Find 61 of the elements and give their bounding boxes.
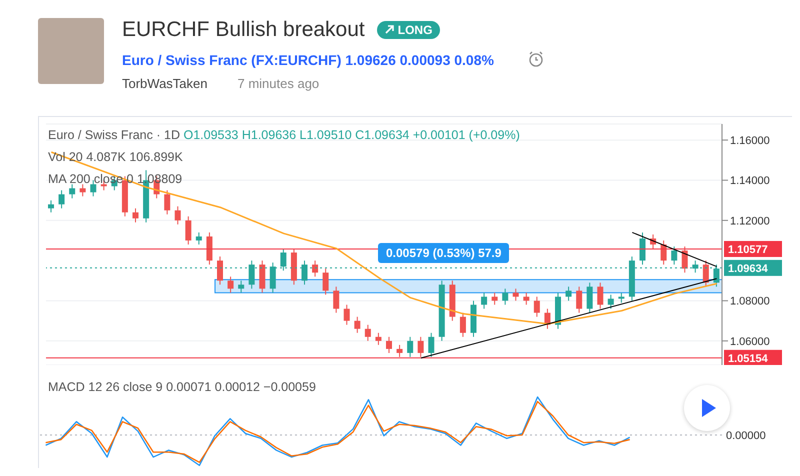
candlestick: [618, 292, 624, 304]
text: LONG: [376, 21, 440, 40]
candlestick: [174, 206, 181, 225]
chart-title: MACD 12 26 close 9 0.00071 0.00012 −0.00059: [48, 380, 316, 394]
candlestick: [407, 336, 414, 358]
candlestick: [502, 288, 508, 306]
chart-subtitle: Euro / Swiss Franc (FX:EURCHF) 1.09626 0.00093 0.08%: [122, 52, 494, 68]
candlestick: [586, 282, 593, 314]
candlestick: [228, 276, 234, 294]
candlestick: [333, 286, 340, 314]
candlestick: [523, 292, 530, 306]
candlestick: [682, 246, 688, 274]
candlestick: [364, 324, 371, 342]
ref-line-label: 1.10577: [728, 244, 768, 256]
y-tick-label: 1.12000: [730, 215, 770, 228]
candlestick: [132, 208, 138, 223]
annotation: 0.00579 (0.53%) 57.9: [378, 243, 510, 263]
candlestick: [418, 336, 424, 358]
candlestick: [238, 280, 244, 294]
y-tick-label: 1.16000: [730, 134, 770, 147]
candlestick: [375, 332, 382, 346]
ref-line-label: 0.00000: [726, 430, 766, 442]
y-tick-label: 1.06000: [730, 336, 770, 348]
candlestick: [566, 286, 572, 302]
annotation: O1.09533 H1.09636 L1.09510 C1.09634 +0.00101 (+0.09%): [183, 128, 520, 142]
candlestick: [90, 180, 96, 197]
candlestick: [322, 268, 329, 296]
annotation: Vol 20 4.087K 106.899K: [48, 149, 184, 166]
candlestick: [196, 232, 202, 245]
candlestick: [597, 282, 604, 310]
candlestick: [164, 190, 170, 215]
candlestick: [608, 294, 614, 310]
candlestick: [576, 286, 582, 314]
ref-line-label: 1.05154: [728, 352, 769, 365]
chart-title: EURCHF Bullish breakout: [122, 18, 365, 41]
candlestick: [344, 304, 350, 326]
candlestick: [640, 232, 646, 266]
y-tick-label: 1.14000: [730, 175, 770, 188]
candlestick: [534, 296, 540, 318]
candlestick: [58, 190, 65, 209]
candlestick: [48, 200, 54, 213]
candlestick: [80, 184, 86, 197]
candlestick: [69, 184, 76, 199]
y-tick-label: 1.08000: [730, 296, 770, 308]
candlestick: [492, 292, 498, 306]
candlestick: [460, 312, 466, 338]
candlestick: [386, 336, 392, 354]
text: 7 minutes ago: [238, 76, 320, 91]
candlestick: [185, 216, 192, 245]
candlestick: [512, 288, 519, 302]
candlestick: [312, 260, 318, 278]
annotation: Euro / Swiss Franc · 1D: [48, 128, 180, 142]
text: TorbWasTaken: [122, 76, 208, 91]
candlestick: [217, 256, 223, 286]
candlestick: [354, 316, 360, 334]
candlestick: [428, 332, 434, 358]
candlestick: [396, 344, 403, 358]
candlestick: [671, 246, 678, 266]
candlestick: [481, 292, 488, 310]
ref-line-label: 1.09634: [728, 262, 769, 275]
candlestick: [702, 260, 709, 288]
